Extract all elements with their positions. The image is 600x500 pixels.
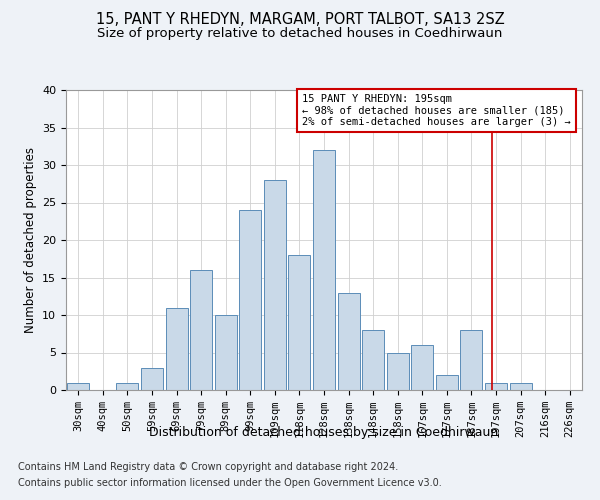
Text: 15 PANT Y RHEDYN: 195sqm
← 98% of detached houses are smaller (185)
2% of semi-d: 15 PANT Y RHEDYN: 195sqm ← 98% of detach…: [302, 94, 571, 127]
Text: Contains HM Land Registry data © Crown copyright and database right 2024.: Contains HM Land Registry data © Crown c…: [18, 462, 398, 472]
Bar: [362, 330, 384, 390]
Bar: [460, 330, 482, 390]
Bar: [264, 180, 286, 390]
Y-axis label: Number of detached properties: Number of detached properties: [23, 147, 37, 333]
Bar: [509, 382, 532, 390]
Text: Distribution of detached houses by size in Coedhirwaun: Distribution of detached houses by size …: [149, 426, 499, 439]
Bar: [239, 210, 262, 390]
Bar: [289, 255, 310, 390]
Bar: [313, 150, 335, 390]
Bar: [338, 292, 359, 390]
Bar: [190, 270, 212, 390]
Text: Contains public sector information licensed under the Open Government Licence v3: Contains public sector information licen…: [18, 478, 442, 488]
Bar: [485, 382, 507, 390]
Bar: [215, 315, 237, 390]
Bar: [411, 345, 433, 390]
Text: Size of property relative to detached houses in Coedhirwaun: Size of property relative to detached ho…: [97, 28, 503, 40]
Bar: [386, 352, 409, 390]
Bar: [166, 308, 188, 390]
Text: 15, PANT Y RHEDYN, MARGAM, PORT TALBOT, SA13 2SZ: 15, PANT Y RHEDYN, MARGAM, PORT TALBOT, …: [95, 12, 505, 28]
Bar: [116, 382, 139, 390]
Bar: [436, 375, 458, 390]
Bar: [141, 368, 163, 390]
Bar: [67, 382, 89, 390]
